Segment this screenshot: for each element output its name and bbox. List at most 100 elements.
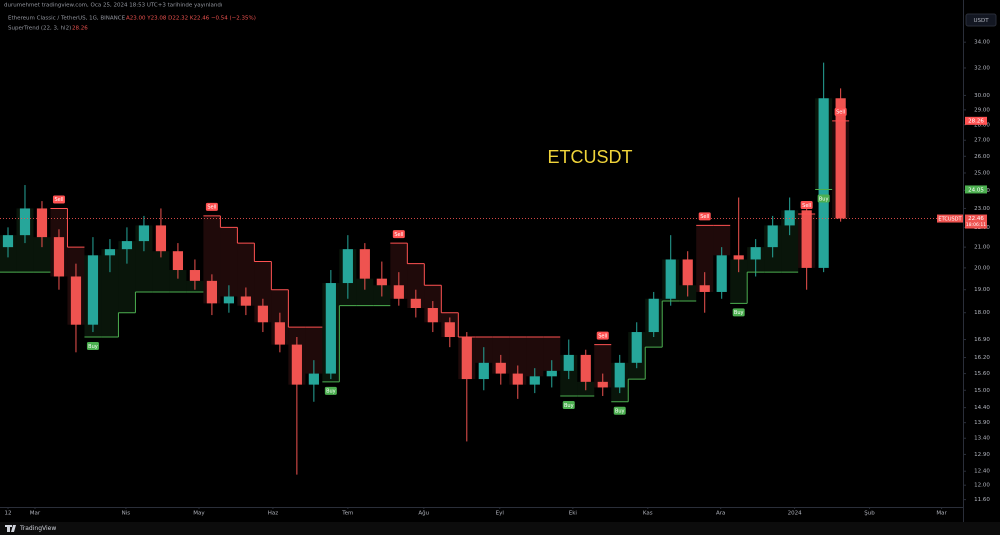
candle-body	[172, 251, 184, 271]
currency-box[interactable]	[965, 13, 997, 27]
y-tick-label: 20.00	[974, 265, 990, 271]
signal-label: Sell	[700, 214, 709, 220]
y-tick-label: 18.00	[974, 310, 990, 316]
x-tick-label: Mar	[30, 511, 41, 517]
candle-body	[121, 241, 133, 250]
watermark-title: ETCUSDT	[548, 147, 633, 167]
candle-body	[801, 210, 812, 268]
candle-body	[495, 362, 506, 374]
logo-icon[interactable]	[5, 525, 16, 532]
candle-body	[342, 249, 353, 284]
y-tick-label: 21.00	[974, 245, 990, 251]
signal-badge	[613, 406, 626, 415]
y-tick-label: 28.00	[974, 122, 990, 128]
y-tick-label: 12.40	[974, 469, 990, 475]
candle-body	[427, 308, 438, 323]
trend-fill	[509, 337, 527, 385]
candle-body	[733, 255, 744, 260]
y-tick-label: 16.20	[974, 355, 990, 361]
signal-label: Buy	[88, 344, 98, 350]
trend-fill	[220, 227, 238, 297]
ohlc-line: A23.00 Y23.08 D22.32 K22.46 −0.54 (−2.35…	[126, 16, 256, 22]
x-tick-label: Ağu	[418, 510, 429, 517]
signal-badge	[324, 386, 337, 395]
signal-badge	[392, 230, 405, 239]
candle-body	[461, 337, 472, 380]
y-tick-label: 34.00	[974, 40, 990, 46]
candle-body	[767, 225, 778, 248]
trend-fill	[135, 225, 153, 292]
x-tick-label: Eyl	[496, 511, 505, 517]
x-tick-label: Kas	[643, 511, 653, 517]
candle-body	[291, 344, 302, 385]
price-tag	[965, 214, 987, 229]
y-tick-label: 32.00	[974, 65, 990, 71]
signal-label: Buy	[564, 403, 574, 409]
y-tick-label: 25.00	[974, 170, 990, 176]
x-tick-label: Şub	[864, 511, 875, 517]
footer-bar	[0, 522, 1000, 535]
x-tick-label: Mar	[936, 511, 947, 517]
publish-line: durumehmet tradingview.com, Oca 25, 2024…	[4, 3, 223, 9]
candle-body	[699, 285, 710, 292]
footer-logo[interactable]: TradingView	[19, 525, 56, 532]
signal-label: Buy	[615, 409, 625, 415]
trend-fill	[526, 337, 544, 377]
signal-label: Buy	[819, 196, 829, 202]
candle-body	[614, 362, 625, 388]
y-tick-label: 26.00	[974, 154, 990, 160]
candle-body	[274, 322, 285, 345]
candle-body	[410, 298, 421, 309]
y-tick-label: 13.40	[974, 436, 990, 442]
trend-fill	[169, 270, 187, 292]
trend-fill	[152, 251, 170, 292]
candle-body	[325, 283, 336, 374]
candle-body	[784, 210, 795, 226]
candle-body	[223, 296, 234, 304]
symbol-line: Ethereum Classic / TetherUS, 1G, BINANCE	[8, 16, 126, 22]
y-tick-label: 14.40	[974, 405, 990, 411]
candle-body	[104, 249, 116, 256]
candle-body	[716, 255, 727, 292]
indicator-tag	[965, 116, 987, 125]
candle-body	[189, 270, 201, 281]
candle-body	[155, 225, 167, 252]
y-tick-label: 30.00	[974, 93, 990, 99]
price-tag-value: 22.46	[968, 216, 984, 222]
signal-label: Sell	[802, 203, 811, 209]
candle-body	[53, 237, 65, 277]
candle-body	[87, 255, 99, 325]
candle-body	[359, 249, 370, 279]
trend-fill	[543, 337, 561, 371]
candle-body	[835, 98, 846, 219]
signal-badge	[86, 342, 99, 351]
indicator-line: SuperTrend (22, 3, hl2)	[8, 26, 71, 32]
x-tick-label: Nis	[122, 511, 131, 517]
x-tick-label: Haz	[268, 511, 279, 517]
candle-body	[36, 208, 48, 238]
x-tick-label: Tem	[341, 511, 353, 517]
y-tick-label: 29.00	[974, 107, 990, 113]
trend-fill	[101, 249, 119, 338]
price-tag-countdown: 18:06:11	[966, 222, 986, 228]
candle-body	[376, 278, 387, 286]
indicator-tag-value: 24.05	[968, 187, 984, 193]
indicator-value: 28.26	[72, 26, 88, 32]
symbol-tag-text: ETCUSDT	[938, 216, 962, 222]
signal-badge	[732, 308, 745, 317]
currency[interactable]: USDT	[973, 18, 989, 24]
candle-body	[580, 354, 591, 382]
candle-body	[2, 235, 14, 248]
y-tick-label: 13.90	[974, 420, 990, 426]
x-tick-label: Ara	[716, 511, 725, 517]
candle-body	[631, 332, 642, 363]
candle-body	[546, 370, 557, 377]
x-tick-label: Eki	[569, 511, 578, 517]
plot-area: Sell Buy Sell Buy Sell Buy Sell Buy Sell Buy Sell B…	[0, 62, 850, 475]
signal-badge	[698, 212, 711, 221]
candle-body	[597, 381, 608, 388]
candle-body	[648, 298, 659, 333]
y-tick-label: 12.00	[974, 483, 990, 489]
